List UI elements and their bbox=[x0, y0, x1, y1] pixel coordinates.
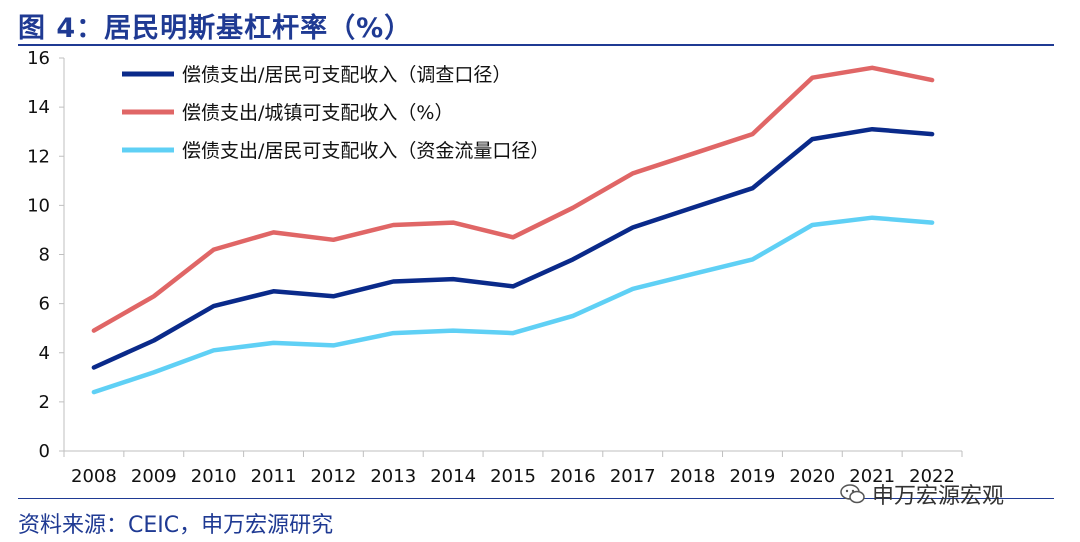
x-tick-label: 2021 bbox=[849, 466, 895, 487]
x-tick-label: 2008 bbox=[71, 466, 117, 487]
chart-title: 图 4：居民明斯基杠杆率（%） bbox=[18, 13, 413, 44]
legend-label-2: 偿债支出/城镇可支配收入（%） bbox=[182, 102, 453, 124]
y-tick-label: 16 bbox=[27, 48, 50, 69]
x-tick-label: 2016 bbox=[550, 466, 596, 487]
series-line-2 bbox=[91, 65, 935, 333]
series-line-3 bbox=[91, 215, 935, 395]
x-tick-label: 2017 bbox=[610, 466, 656, 487]
y-tick-label: 8 bbox=[39, 245, 50, 266]
x-tick-label: 2012 bbox=[310, 466, 356, 487]
title-divider bbox=[18, 44, 1054, 46]
x-tick-label: 2015 bbox=[490, 466, 536, 487]
y-tick-label: 0 bbox=[39, 441, 50, 462]
legend-label-1: 偿债支出/居民可支配收入（调查口径） bbox=[182, 64, 511, 86]
y-tick-label: 10 bbox=[27, 195, 50, 216]
source-note: 资料来源：CEIC，申万宏源研究 bbox=[18, 513, 334, 538]
x-tick-label: 2009 bbox=[131, 466, 177, 487]
y-tick-label: 2 bbox=[39, 392, 50, 413]
series-line-1 bbox=[91, 126, 935, 370]
line-chart: 0 2 4 6 8 10 12 14 16 2008 2009 2010 2011 2012 2013 201… bbox=[27, 48, 963, 487]
x-tick-label: 2010 bbox=[191, 466, 237, 487]
x-tick-label: 2014 bbox=[430, 466, 476, 487]
watermark-text: 申万宏源宏观 bbox=[872, 484, 1005, 509]
x-tick-label: 2013 bbox=[370, 466, 416, 487]
legend-label-3: 偿债支出/居民可支配收入（资金流量口径） bbox=[182, 140, 549, 162]
watermark: 申万宏源宏观 bbox=[840, 478, 1004, 510]
x-tick-label: 2018 bbox=[670, 466, 716, 487]
x-tick-label: 2019 bbox=[730, 466, 776, 487]
x-tick-label: 2022 bbox=[909, 466, 955, 487]
x-tick-label: 2011 bbox=[251, 466, 297, 487]
x-tick-label: 2020 bbox=[789, 466, 835, 487]
y-tick-label: 12 bbox=[27, 146, 50, 167]
y-tick-label: 6 bbox=[39, 294, 50, 315]
wechat-icon bbox=[840, 484, 865, 504]
footer-divider bbox=[18, 498, 1054, 499]
y-tick-label: 4 bbox=[39, 343, 50, 364]
y-tick-label: 14 bbox=[27, 97, 50, 118]
